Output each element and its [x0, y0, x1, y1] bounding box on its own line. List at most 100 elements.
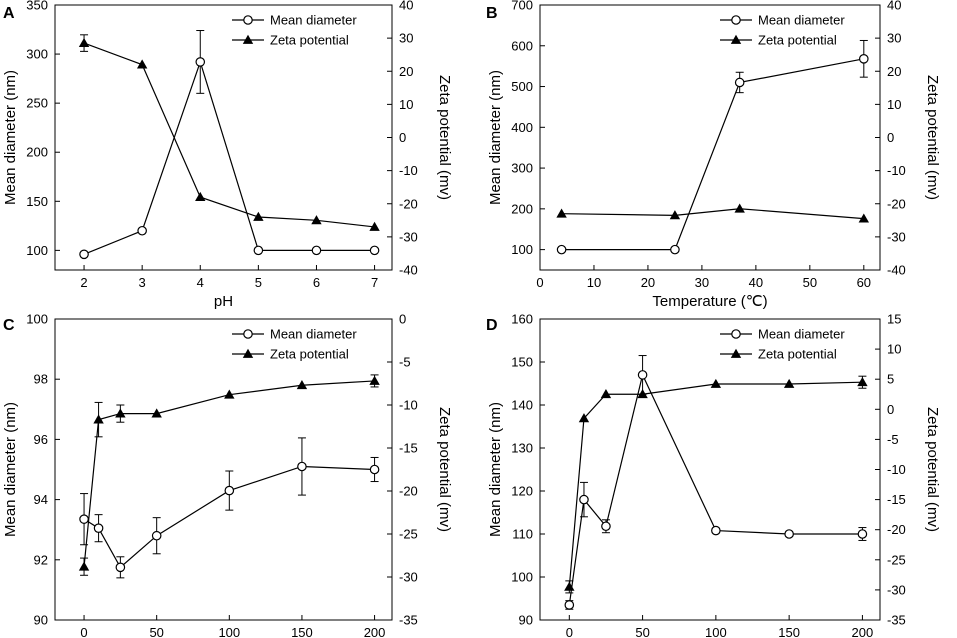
y-left-tick-label: 150 — [511, 355, 533, 370]
y-right-tick-label: -30 — [399, 570, 418, 585]
y-left-tick-label: 200 — [511, 201, 533, 216]
x-tick-label: 200 — [364, 625, 386, 638]
data-point-triangle — [578, 413, 590, 423]
y-left-tick-label: 110 — [512, 527, 533, 542]
data-point-circle — [734, 77, 745, 88]
y-right-tick-label: 40 — [399, 0, 413, 13]
y-right-tick-label: -40 — [399, 263, 418, 278]
y-right-axis-title: Zeta potential (mv) — [924, 75, 941, 200]
x-tick-label: 2 — [80, 275, 87, 290]
legend-label: Zeta potential — [270, 33, 349, 48]
y-left-tick-label: 700 — [511, 0, 533, 13]
x-tick-label: 60 — [857, 275, 871, 290]
legend-marker-triangle — [242, 348, 254, 358]
y-right-tick-label: 30 — [887, 31, 901, 46]
series-line — [561, 58, 864, 251]
y-left-axis-title: Mean diameter (nm) — [487, 70, 504, 205]
y-right-tick-label: -35 — [887, 613, 906, 628]
plot-frame — [539, 318, 881, 621]
data-point-triangle — [600, 389, 612, 399]
data-point-circle — [224, 485, 235, 496]
data-point-triangle — [93, 414, 104, 424]
data-point-triangle — [857, 377, 868, 387]
x-tick-label: 0 — [566, 625, 573, 638]
data-point-circle — [137, 225, 147, 236]
data-point-triangle — [78, 561, 90, 571]
data-point-circle — [93, 523, 104, 533]
y-left-tick-label: 120 — [511, 484, 533, 499]
data-point-circle — [151, 530, 162, 541]
legend-marker-circle — [731, 15, 741, 25]
y-right-tick-label: -20 — [887, 196, 906, 211]
legend-label: Zeta potential — [758, 347, 837, 362]
y-right-axis-title: Zeta potential (mv) — [436, 407, 453, 532]
y-right-axis-title: Zeta potential (mv) — [436, 75, 453, 200]
data-point-triangle — [858, 213, 870, 223]
data-point-circle — [297, 461, 307, 472]
data-point-triangle — [311, 215, 322, 225]
x-tick-label: 0 — [536, 275, 543, 290]
x-tick-label: 6 — [313, 275, 320, 290]
data-point-circle — [79, 514, 89, 524]
x-tick-label: 7 — [371, 275, 378, 290]
data-point-triangle — [136, 59, 148, 69]
panel-label: A — [3, 5, 15, 22]
y-right-tick-label: 20 — [399, 64, 413, 79]
y-right-tick-label: -30 — [887, 229, 906, 244]
y-right-tick-label: -25 — [887, 552, 906, 567]
y-right-tick-label: 10 — [399, 97, 413, 112]
y-right-tick-label: -10 — [887, 462, 906, 477]
y-left-tick-label: 150 — [26, 194, 48, 209]
series-line — [83, 42, 375, 228]
y-left-axis-title: Mean diameter (nm) — [487, 402, 504, 537]
y-left-axis-title: Mean diameter (nm) — [2, 402, 19, 537]
panel-label: C — [3, 317, 15, 334]
data-point-circle — [195, 57, 206, 67]
y-left-tick-label: 90 — [34, 613, 48, 628]
y-right-tick-label: -10 — [399, 398, 418, 413]
data-point-circle — [784, 529, 794, 539]
y-right-tick-label: 10 — [887, 342, 901, 357]
y-right-tick-label: -5 — [887, 432, 899, 447]
series-line — [561, 208, 864, 220]
data-point-triangle — [369, 221, 380, 231]
y-right-tick-label: 15 — [887, 312, 901, 327]
x-tick-label: 5 — [255, 275, 262, 290]
data-point-circle — [311, 245, 322, 256]
panel-label: D — [486, 317, 498, 334]
data-point-circle — [369, 245, 380, 256]
data-point-circle — [115, 562, 126, 573]
y-right-tick-label: 30 — [399, 31, 413, 46]
data-point-triangle — [734, 203, 745, 213]
y-left-tick-label: 600 — [511, 38, 533, 53]
y-right-tick-label: 0 — [399, 312, 406, 327]
y-left-tick-label: 100 — [511, 242, 533, 257]
data-point-triangle — [564, 581, 575, 591]
data-point-triangle — [783, 378, 795, 388]
y-left-tick-label: 250 — [26, 96, 48, 111]
legend-marker-circle — [243, 15, 253, 25]
y-left-axis-title: Mean diameter (nm) — [2, 70, 19, 205]
data-point-circle — [556, 244, 567, 255]
y-left-tick-label: 350 — [26, 0, 48, 13]
x-tick-label: 40 — [749, 275, 763, 290]
y-left-tick-label: 100 — [26, 243, 48, 258]
y-right-tick-label: -15 — [399, 441, 418, 456]
legend-label: Mean diameter — [758, 13, 845, 28]
y-left-tick-label: 400 — [511, 120, 533, 135]
y-right-tick-label: -35 — [399, 613, 418, 628]
y-right-tick-label: -20 — [399, 196, 418, 211]
data-point-circle — [859, 54, 869, 64]
y-right-tick-label: -30 — [887, 582, 906, 597]
data-point-triangle — [710, 378, 722, 388]
data-point-triangle — [253, 211, 264, 221]
y-right-tick-label: -10 — [399, 163, 418, 178]
legend-label: Mean diameter — [270, 327, 357, 342]
legend-label: Mean diameter — [270, 13, 357, 28]
legend-marker-triangle — [730, 348, 742, 358]
y-left-tick-label: 140 — [511, 398, 533, 413]
data-point-circle — [711, 525, 721, 536]
data-point-triangle — [151, 408, 162, 418]
x-tick-label: 200 — [852, 625, 874, 638]
legend-label: Zeta potential — [758, 33, 837, 48]
